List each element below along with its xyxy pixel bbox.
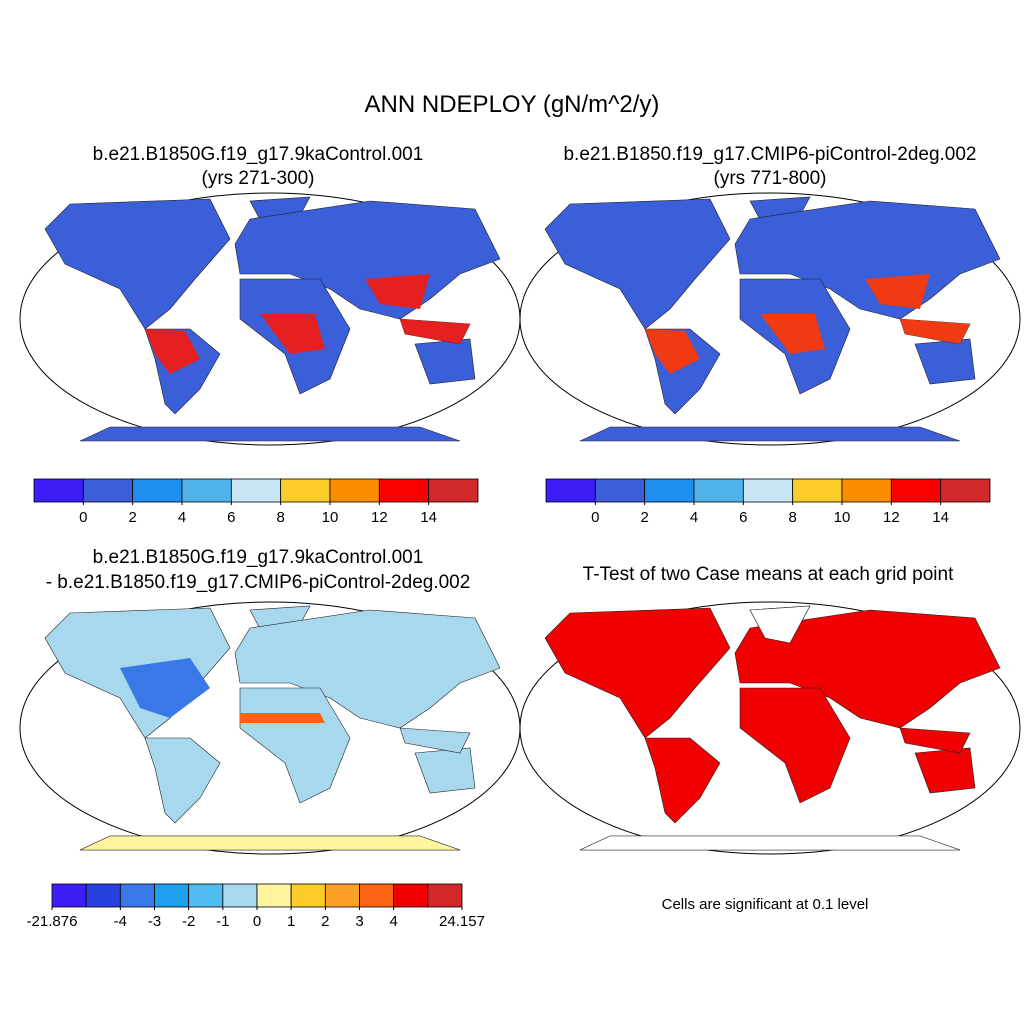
colorbar-tick-label: 0 — [79, 509, 87, 526]
panel-title: b.e21.B1850G.f19_g17.9kaControl.001 — [93, 547, 424, 568]
map-panel: b.e21.B1850G.f19_g17.9kaControl.001 - b.… — [19, 547, 521, 855]
colorbar-tick-label: 14 — [420, 509, 437, 526]
colorbar-tick-label: 4 — [389, 913, 397, 930]
figure-title: ANN NDEPLOY (gN/m^2/y) — [365, 91, 660, 118]
colorbar-box — [51, 883, 87, 908]
colorbar-box — [545, 478, 596, 503]
colorbar-box — [428, 478, 479, 503]
colorbar-tick-label: 0 — [591, 509, 599, 526]
colorbar-tick-label: 2 — [128, 509, 136, 526]
colorbar-tick-label: -1 — [216, 913, 229, 930]
panel-subtitle: - b.e21.B1850.f19_g17.CMIP6-piControl-2d… — [46, 572, 471, 593]
colorbar-box — [378, 478, 430, 503]
colorbar-box — [82, 478, 134, 503]
colorbar-tick-label: 8 — [788, 509, 796, 526]
colorbar-tick-label: -21.876 — [27, 913, 78, 930]
colorbar-tick-label: 12 — [883, 509, 900, 526]
panel-subtitle: (yrs 271-300) — [202, 168, 315, 189]
panel-title: T-Test of two Case means at each grid po… — [583, 564, 954, 585]
colorbar-tick-label: 2 — [321, 913, 329, 930]
colorbar-box — [280, 478, 331, 503]
colorbar-box — [890, 478, 942, 503]
colorbar-tick-label: 10 — [322, 509, 339, 526]
colorbar-box — [792, 478, 843, 503]
colorbar-box — [324, 883, 360, 908]
colorbar-box — [33, 478, 84, 503]
colorbar-tick-label: 6 — [739, 509, 747, 526]
land-high — [240, 713, 325, 723]
colorbar-tick-label: -4 — [114, 913, 127, 930]
colorbar-box — [181, 478, 232, 503]
colorbar-box — [693, 478, 744, 503]
colorbar-tick-label: -3 — [148, 913, 161, 930]
map-panel: T-Test of two Case means at each grid po… — [519, 564, 1021, 913]
panel-title: b.e21.B1850.f19_g17.CMIP6-piControl-2deg… — [563, 144, 976, 165]
colorbar-box — [85, 883, 121, 908]
colorbar-tick-label: 12 — [371, 509, 388, 526]
colorbar-tick-label: 0 — [253, 913, 261, 930]
colorbar-box — [154, 883, 190, 908]
colorbar-tick-label: 10 — [834, 509, 851, 526]
antarctica — [79, 835, 461, 851]
colorbar-box — [329, 478, 380, 503]
colorbar-box — [222, 883, 258, 908]
map-panel: b.e21.B1850.f19_g17.CMIP6-piControl-2deg… — [519, 144, 1021, 446]
note: Cells are significant at 0.1 level — [662, 896, 869, 913]
colorbar-tick-label: 3 — [355, 913, 363, 930]
colorbar-tick-label: -2 — [182, 913, 195, 930]
panel-title: b.e21.B1850G.f19_g17.9kaControl.001 — [93, 144, 424, 165]
colorbar-tick-label: 6 — [227, 509, 235, 526]
colorbar-box — [594, 478, 646, 503]
colorbar-box — [256, 883, 292, 908]
colorbar-box — [940, 478, 991, 503]
colorbar-tick-label: 4 — [690, 509, 698, 526]
colorbar-box — [644, 478, 695, 503]
greenland — [749, 605, 811, 644]
colorbar-box — [359, 883, 395, 908]
land-low — [120, 658, 210, 718]
colorbar-tick-label: 2 — [640, 509, 648, 526]
panel-subtitle: (yrs 771-800) — [714, 168, 827, 189]
colorbar-box — [290, 883, 326, 908]
colorbar-box — [742, 478, 794, 503]
colorbar-tick-label: 14 — [932, 509, 949, 526]
colorbar-box — [188, 883, 224, 908]
colorbar-box — [427, 883, 463, 908]
colorbar-box — [119, 883, 155, 908]
colorbar-tick-label: 24.157 — [439, 913, 485, 930]
map-panel: b.e21.B1850G.f19_g17.9kaControl.001 (yrs… — [19, 144, 521, 446]
antarctica — [579, 835, 961, 851]
colorbar-tick-label: 4 — [178, 509, 186, 526]
colorbar-tick-label: 8 — [276, 509, 284, 526]
colorbar-box — [230, 478, 282, 503]
colorbar-box — [132, 478, 183, 503]
colorbar-box — [393, 883, 429, 908]
colorbar-box — [841, 478, 892, 503]
colorbar-tick-label: 1 — [287, 913, 295, 930]
